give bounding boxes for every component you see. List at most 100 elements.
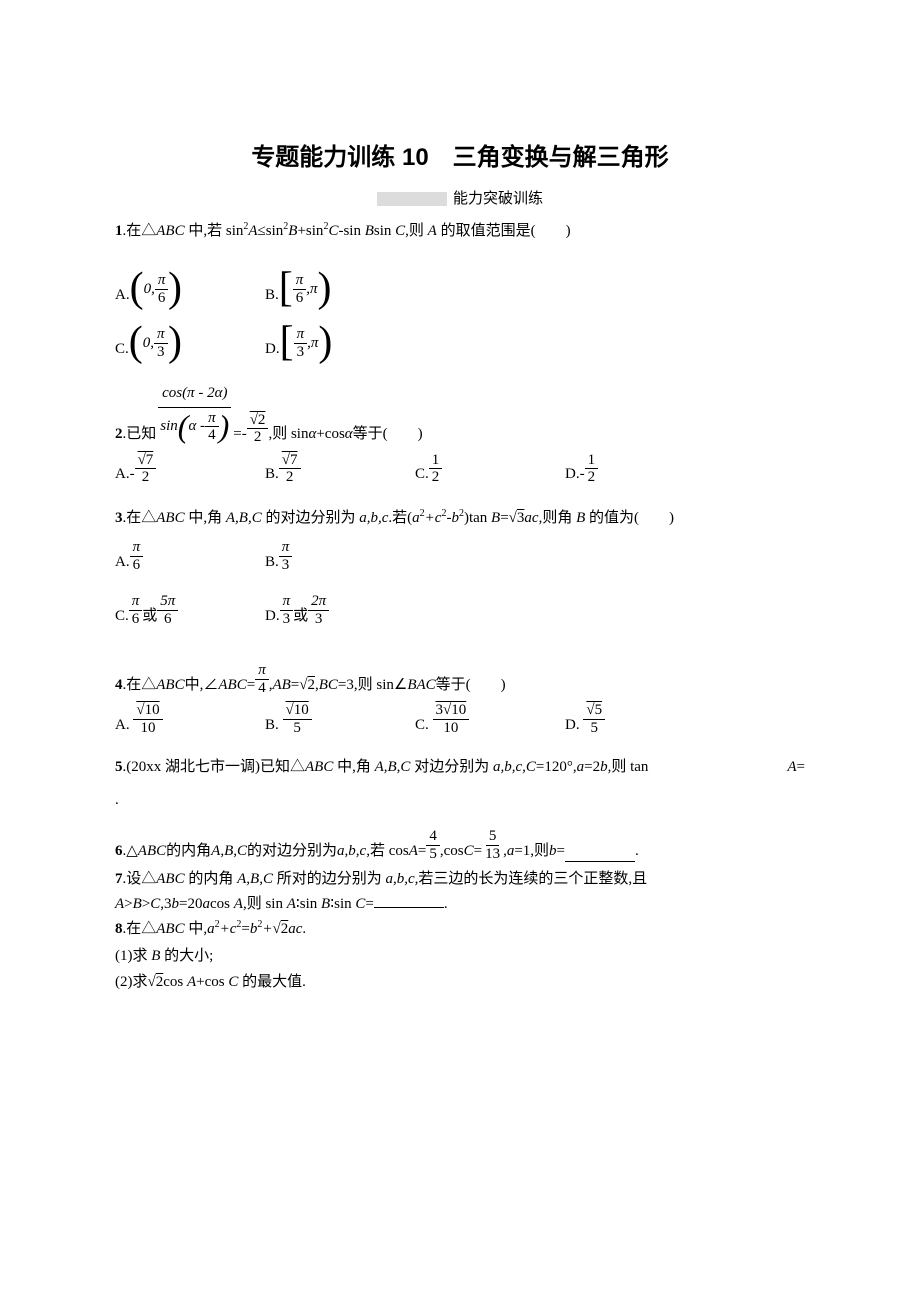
q7-al: a — [203, 896, 211, 912]
q3-B: B — [491, 510, 500, 526]
q2a-l: A.- — [115, 463, 135, 486]
q6-p: . — [635, 840, 639, 863]
q3-num: 3 — [115, 510, 123, 526]
q5-eq3: = — [797, 759, 805, 775]
q4-ang: ABC — [218, 674, 246, 697]
q7-gt: > — [124, 896, 132, 912]
q2b-l: B. — [265, 463, 279, 486]
q3a-l: A. — [115, 551, 130, 574]
q1-Bsin: B — [365, 223, 374, 239]
question-8: 8.在△ABC 中,a2+c2=b2+√2ac. (1)求 B 的大小; (2)… — [115, 917, 805, 994]
q7-m2: 所对的边分别为 — [273, 871, 386, 887]
q6-num: 6 — [115, 840, 123, 863]
q1-tc: ,则 — [405, 223, 428, 239]
q3-B2: B — [576, 510, 585, 526]
q7-eq: =20 — [179, 896, 202, 912]
q2-cb: B.√72 — [265, 452, 415, 486]
q1-choice-b: B. [ π6 ,π ) — [265, 272, 415, 306]
q4-eq3: =3,则 sin∠ — [338, 674, 407, 697]
q8-p1b: 的大小; — [160, 948, 213, 964]
question-4: 4.在△ABC 中,∠ABC=π4,AB=√2,BC=3,则 sin∠BAC 等… — [115, 662, 805, 696]
q5-num: 5 — [115, 759, 123, 775]
q2-botpi: π — [205, 410, 219, 428]
q6-abc: ABC — [138, 840, 166, 863]
q1d-den: 3 — [294, 344, 308, 361]
q1-choice-a: A. ( 0, π6 ( — [115, 272, 265, 306]
q7-col: ∶sin — [296, 896, 321, 912]
q2b-n: √7 — [279, 452, 301, 470]
q1-A: A — [248, 223, 257, 239]
q8-sq2: √2 — [273, 921, 289, 937]
q2c-l: C. — [415, 463, 429, 486]
q6-m3: ,若 cos — [366, 840, 409, 863]
q2-eq: =- — [233, 423, 246, 446]
q8-sq2b: √2 — [148, 974, 164, 990]
q3-cd: D.π3或2π3 — [265, 593, 415, 627]
q8-ac: ac — [288, 921, 302, 937]
q6-eq: = — [418, 840, 426, 863]
q4-ca: A. √1010 — [115, 702, 265, 736]
q3-m3: .若( — [388, 510, 412, 526]
q3b-pi: π — [279, 539, 293, 557]
q3c-l: C. — [115, 605, 129, 628]
q3-ca: A.π6 — [115, 539, 265, 573]
q2-toparg: (π - 2α) — [182, 385, 227, 401]
q6-c: ,cos — [440, 840, 464, 863]
q2-plus: +cos — [316, 423, 344, 446]
q1b-den: 6 — [293, 290, 307, 307]
q4-choices: A. √1010 B. √105 C. 3√1010 D. √55 — [115, 702, 805, 736]
q4-abc: ABC — [156, 674, 184, 697]
q4d-l: D. — [565, 714, 580, 737]
q7-bl: b — [172, 896, 180, 912]
q8-C: C — [228, 974, 238, 990]
q7-abcl: a,b,c — [385, 871, 414, 887]
q3a-d: 6 — [130, 557, 144, 574]
q6-d2: 13 — [482, 846, 503, 863]
q6-a: a — [507, 840, 515, 863]
q6-d1: 5 — [426, 846, 440, 863]
q2-botden: 4 — [205, 427, 219, 444]
q2a-n: √7 — [135, 452, 157, 470]
q3-eq: = — [500, 510, 508, 526]
q4-cc: C. 3√1010 — [415, 702, 565, 736]
q6-t: .△ — [123, 840, 138, 863]
q7-B2: B — [321, 896, 330, 912]
q4d-d: 5 — [587, 720, 601, 737]
q7-num: 7 — [115, 871, 123, 887]
q1-ta: .在△ — [123, 223, 157, 239]
q8-p2: (2)求 — [115, 974, 148, 990]
q3c-or: 或 — [142, 605, 157, 628]
q3c-p1: π — [129, 593, 143, 611]
q3-tail: ,则角 — [539, 510, 577, 526]
q2d-l: D.- — [565, 463, 585, 486]
subtitle-text: 能力突破训练 — [453, 188, 543, 211]
q6-eq2: = — [474, 840, 482, 863]
q7-gt2: > — [142, 896, 150, 912]
question-6: 6.△ABC 的内角 A,B,C 的对边分别为 a,b,c,若 cos A=45… — [115, 828, 805, 862]
q8-plus2: + — [262, 921, 272, 937]
q8-abc: ABC — [156, 921, 184, 937]
q7-eq2: = — [365, 896, 373, 912]
q6-m2: 的对边分别为 — [247, 840, 337, 863]
q4-BC: BC — [319, 674, 338, 697]
q2-alpha: α — [308, 423, 316, 446]
q3-m: 中,角 — [185, 510, 226, 526]
q1-minus: -sin — [338, 223, 364, 239]
q8-t: .在△ — [123, 921, 157, 937]
q2b-d: 2 — [283, 469, 297, 486]
q7-p: . — [444, 896, 448, 912]
q6-m: 的内角 — [166, 840, 211, 863]
question-5: 5.(20xx 湖北七市一调)已知△ABC 中,角 A,B,C 对边分别为 a,… — [115, 756, 805, 779]
q4-cb: B. √105 — [265, 702, 415, 736]
q3-paren: )tan — [464, 510, 491, 526]
q7-cosA: cos — [210, 896, 234, 912]
q1d-right: ,π — [307, 332, 318, 355]
q4d-n: √5 — [583, 702, 605, 720]
q8-eq: = — [241, 921, 249, 937]
q2-cd: D.-12 — [565, 452, 715, 486]
q1-le: ≤sin — [258, 223, 284, 239]
q1a-inner: 0, — [144, 278, 155, 301]
question-2: 2.已知 cos(π - 2α) sin ( α - π4 ) =- √22 ,… — [115, 380, 805, 446]
q8-plusC: +cos — [196, 974, 228, 990]
question-1: 1.在△ABC 中,若 sin2A≤sin2B+sin2C-sin Bsin C… — [115, 219, 805, 243]
